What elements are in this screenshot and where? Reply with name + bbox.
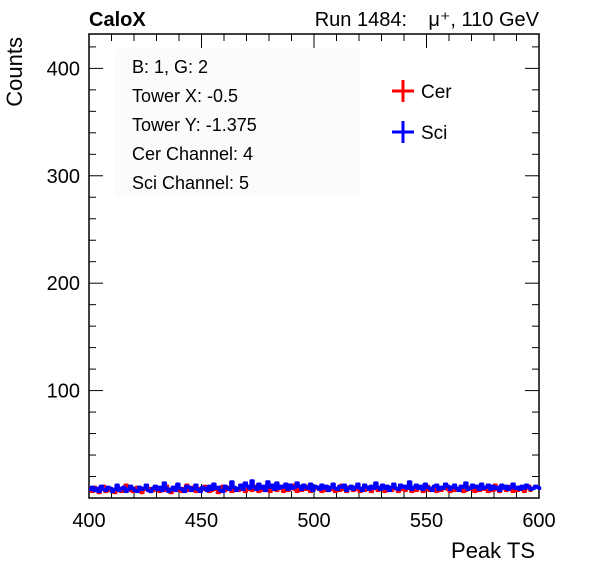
axis-ticks: 400 450 500 550 600 100 200 300 400 <box>47 34 556 532</box>
info-box-lines: B: 1, G: 2 Tower X: -0.5 Tower Y: -1.375 Ce… <box>132 57 257 193</box>
experiment-title: CaloX <box>89 9 146 31</box>
series-layer <box>89 479 542 495</box>
info-line: Sci Channel: 5 <box>132 173 249 193</box>
y-tick-label: 200 <box>47 273 80 295</box>
x-axis-label: Peak TS <box>451 538 535 563</box>
legend: Cer Sci <box>392 80 452 144</box>
y-tick-label: 100 <box>47 381 80 403</box>
x-tick-label: 400 <box>72 510 105 532</box>
info-line: Tower Y: -1.375 <box>132 115 257 135</box>
legend-label-cer: Cer <box>421 82 452 103</box>
y-axis-label: Counts <box>2 37 27 107</box>
info-box <box>115 49 360 197</box>
series-sci-line <box>89 479 542 494</box>
x-tick-label: 450 <box>185 510 218 532</box>
run-label: Run 1484: <box>315 9 407 31</box>
legend-label-sci: Sci <box>421 123 447 144</box>
info-line: Tower X: -0.5 <box>132 86 238 106</box>
particle-energy-label: μ⁺, 110 GeV <box>428 9 539 31</box>
x-tick-label: 600 <box>522 510 555 532</box>
y-tick-label: 400 <box>47 58 80 80</box>
x-tick-label: 550 <box>410 510 443 532</box>
x-tick-label: 500 <box>297 510 330 532</box>
y-tick-label: 300 <box>47 166 80 188</box>
info-line: Cer Channel: 4 <box>132 144 253 164</box>
info-line: B: 1, G: 2 <box>132 57 208 77</box>
